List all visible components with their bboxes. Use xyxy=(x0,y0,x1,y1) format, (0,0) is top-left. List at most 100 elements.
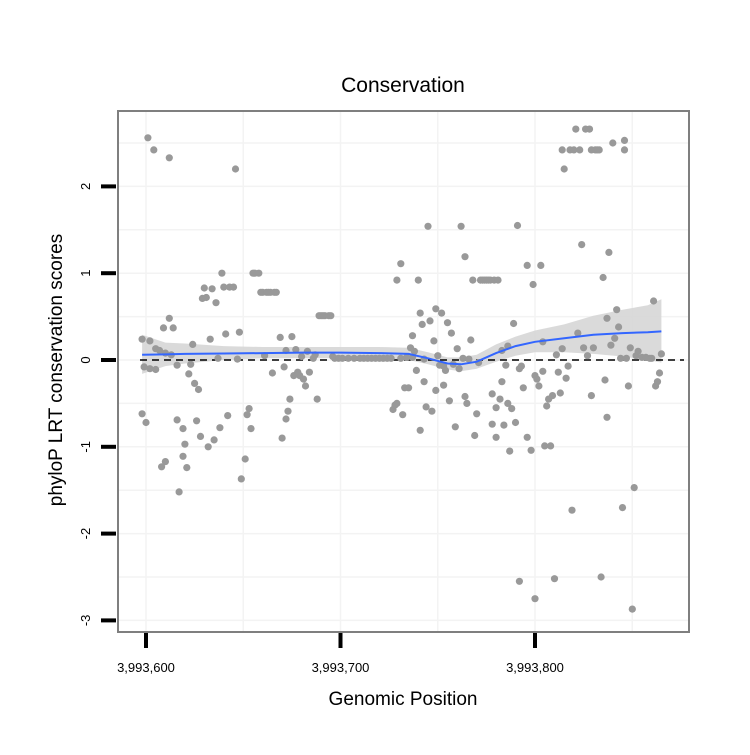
data-point xyxy=(570,146,578,154)
data-point xyxy=(278,434,286,442)
data-point xyxy=(488,390,496,398)
data-point xyxy=(222,330,230,338)
data-point xyxy=(506,447,514,455)
data-point xyxy=(430,337,438,345)
data-point xyxy=(243,411,251,419)
data-point xyxy=(605,248,613,256)
data-point xyxy=(387,354,395,362)
data-point xyxy=(443,319,452,327)
x-axis-ticks: 3,993,600 3,993,700 3,993,800 xyxy=(117,633,564,675)
data-point xyxy=(408,332,417,340)
data-point xyxy=(564,362,572,370)
data-point xyxy=(181,440,189,448)
data-point xyxy=(558,146,566,154)
data-point xyxy=(535,382,543,390)
data-point xyxy=(556,389,564,397)
data-point xyxy=(519,384,527,392)
data-point xyxy=(628,605,636,613)
data-point xyxy=(173,416,181,424)
data-point xyxy=(595,146,603,154)
data-point xyxy=(508,405,516,413)
data-point xyxy=(613,306,621,314)
data-point xyxy=(214,354,222,362)
data-point xyxy=(428,407,436,415)
data-point xyxy=(412,366,420,374)
data-point xyxy=(455,365,463,373)
data-point xyxy=(393,399,401,407)
data-point xyxy=(255,269,263,277)
data-point xyxy=(523,261,531,269)
data-point xyxy=(432,386,440,394)
data-point xyxy=(282,415,290,423)
data-point xyxy=(288,333,296,341)
plot-panel xyxy=(118,111,689,632)
x-tick-label: 3,993,700 xyxy=(312,660,370,675)
plot-background xyxy=(118,111,689,632)
data-point xyxy=(150,146,158,154)
data-point xyxy=(276,333,284,341)
data-point xyxy=(397,260,405,268)
data-point xyxy=(245,405,253,413)
data-point xyxy=(224,412,232,420)
data-point xyxy=(231,165,240,173)
data-point xyxy=(196,432,205,440)
data-point xyxy=(206,335,214,343)
data-point xyxy=(344,354,352,362)
data-point xyxy=(165,154,173,162)
data-point xyxy=(229,283,238,291)
data-point xyxy=(543,402,551,410)
data-point xyxy=(272,288,280,296)
data-point xyxy=(144,134,152,142)
data-point xyxy=(611,334,619,342)
data-point xyxy=(541,442,549,450)
data-point xyxy=(626,344,634,352)
data-point xyxy=(587,392,596,400)
data-point xyxy=(189,340,197,348)
data-point xyxy=(210,436,218,444)
data-point xyxy=(142,418,150,427)
data-point xyxy=(580,344,588,352)
data-point xyxy=(447,329,455,337)
data-point xyxy=(410,347,418,355)
data-point xyxy=(420,378,428,386)
data-point xyxy=(531,595,539,603)
data-point xyxy=(618,504,627,512)
plot-frame-layer xyxy=(117,110,690,633)
data-point xyxy=(233,355,241,363)
data-point xyxy=(461,392,469,401)
data-point xyxy=(237,475,245,483)
data-point xyxy=(585,125,594,133)
data-point xyxy=(416,426,424,434)
data-point xyxy=(578,241,586,249)
data-point xyxy=(630,484,638,492)
data-point xyxy=(313,395,321,403)
data-point xyxy=(284,407,292,415)
data-point xyxy=(152,365,160,374)
data-point xyxy=(597,573,605,581)
data-point xyxy=(220,283,228,291)
chart-title: Conservation xyxy=(341,74,465,97)
data-point xyxy=(424,222,432,230)
smooth-line xyxy=(142,330,662,366)
y-tick-label: 0 xyxy=(78,356,93,363)
x-tick-label: 3,993,600 xyxy=(117,660,175,675)
data-point xyxy=(527,446,535,454)
data-point xyxy=(461,253,469,261)
data-point xyxy=(653,378,662,386)
plot-frame xyxy=(117,110,690,633)
data-point xyxy=(438,309,446,317)
data-point xyxy=(513,221,522,230)
data-point xyxy=(303,347,311,355)
data-point xyxy=(457,222,465,230)
data-point xyxy=(615,323,623,331)
data-point xyxy=(650,297,658,305)
data-point xyxy=(607,341,615,349)
data-point xyxy=(620,146,629,154)
data-point xyxy=(286,395,294,403)
data-point xyxy=(523,433,531,441)
data-point xyxy=(140,363,148,371)
data-point xyxy=(574,329,582,337)
data-point xyxy=(502,361,510,369)
data-point xyxy=(492,404,500,412)
